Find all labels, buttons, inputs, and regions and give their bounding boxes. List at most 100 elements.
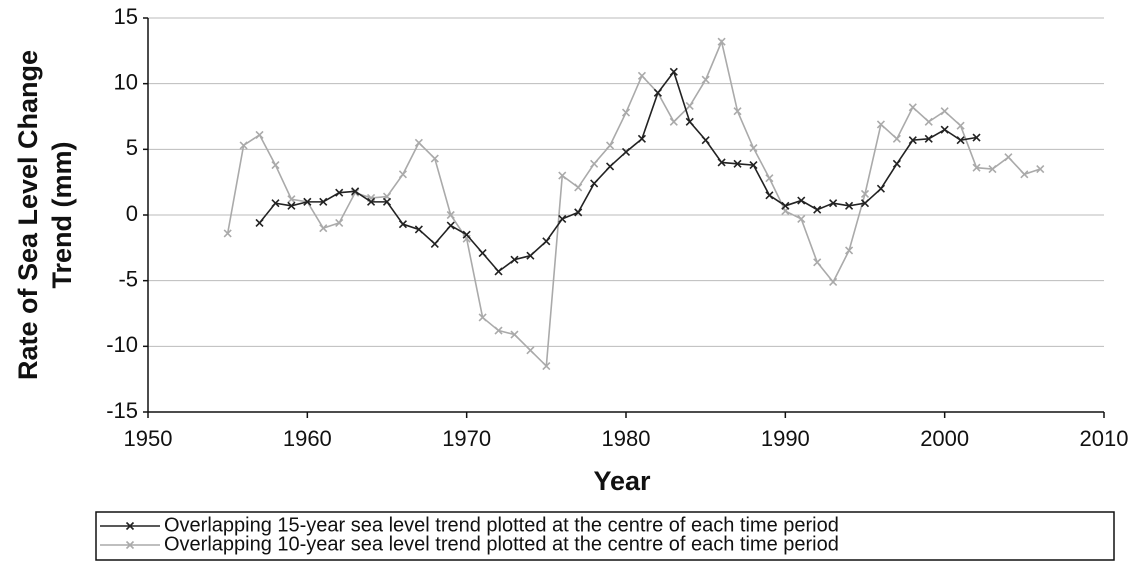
point-marker: [685, 101, 694, 111]
point-marker: [860, 199, 870, 208]
point-marker: [335, 188, 344, 197]
legend-marker: [125, 540, 135, 550]
point-marker: [351, 188, 360, 197]
y-tick-label: 5: [126, 135, 138, 160]
point-marker: [223, 229, 232, 238]
point-marker: [749, 161, 758, 170]
point-marker: [590, 179, 599, 188]
point-marker: [414, 138, 423, 147]
y-tick-label: 10: [114, 69, 138, 94]
point-marker: [335, 218, 344, 227]
point-marker: [510, 255, 519, 264]
point-marker: [574, 208, 583, 217]
point-marker: [319, 224, 328, 233]
point-marker: [797, 214, 806, 224]
point-marker: [255, 130, 264, 139]
point-marker: [685, 117, 694, 126]
x-tick-label: 1970: [442, 426, 491, 451]
point-marker: [908, 136, 917, 145]
point-marker: [1020, 170, 1029, 179]
point-marker: [988, 164, 997, 174]
point-marker: [271, 161, 280, 170]
point-marker: [287, 201, 296, 210]
point-marker: [908, 103, 917, 112]
point-marker: [813, 258, 822, 267]
point-marker: [765, 174, 774, 183]
point-marker: [669, 67, 678, 76]
point-marker: [319, 197, 328, 206]
point-marker: [542, 361, 551, 371]
point-marker: [1004, 153, 1013, 162]
point-marker: [478, 249, 487, 258]
legend-box: [95, 511, 1115, 561]
point-marker: [558, 214, 567, 224]
point-marker: [351, 187, 360, 196]
point-marker: [574, 183, 583, 192]
point-marker: [733, 107, 742, 116]
series-line: [226, 39, 1041, 368]
point-marker: [733, 159, 742, 168]
point-marker: [940, 125, 949, 134]
point-marker: [829, 277, 838, 287]
point-marker: [940, 107, 949, 116]
x-tick-label: 1950: [124, 426, 173, 451]
point-marker: [606, 162, 615, 171]
y-tick-label: -15: [106, 398, 138, 423]
point-marker: [924, 117, 933, 126]
point-marker: [669, 117, 678, 126]
point-marker: [765, 191, 774, 200]
point-marker: [829, 199, 838, 208]
point-marker: [526, 346, 535, 355]
legend-marker: [125, 521, 135, 531]
point-marker: [972, 133, 981, 142]
point-marker: [717, 37, 726, 46]
point-marker: [478, 313, 487, 322]
point-marker: [717, 158, 726, 167]
y-tick-label: 0: [126, 201, 138, 226]
series-line: [258, 70, 977, 273]
point-marker: [972, 163, 981, 172]
point-marker: [494, 326, 503, 335]
y-tick-label: -10: [106, 332, 138, 357]
point-marker: [701, 75, 710, 84]
x-tick-label: 1960: [283, 426, 332, 451]
point-marker: [860, 189, 870, 199]
point-marker: [414, 225, 423, 234]
point-marker: [701, 136, 710, 145]
point-marker: [398, 170, 407, 179]
point-marker: [430, 154, 439, 163]
x-tick-label: 2000: [920, 426, 969, 451]
point-marker: [255, 218, 264, 227]
point-marker: [637, 134, 646, 143]
point-marker: [494, 267, 503, 276]
y-axis-label: Rate of Sea Level Change: [13, 50, 43, 380]
point-marker: [876, 120, 885, 129]
point-marker: [813, 205, 822, 214]
point-marker: [876, 184, 885, 193]
point-marker: [590, 159, 599, 168]
y-tick-label: -5: [118, 266, 138, 291]
point-marker: [462, 230, 471, 239]
point-marker: [526, 251, 535, 260]
y-axis-label: Trend (mm): [47, 141, 77, 288]
point-marker: [446, 221, 455, 230]
point-marker: [398, 220, 407, 229]
point-marker: [845, 201, 854, 210]
point-marker: [653, 88, 662, 97]
point-marker: [781, 201, 790, 210]
point-marker: [430, 239, 439, 248]
point-marker: [892, 159, 901, 168]
x-tick-label: 1980: [602, 426, 651, 451]
x-tick-label: 1990: [761, 426, 810, 451]
point-marker: [367, 197, 376, 206]
point-marker: [892, 134, 901, 143]
point-marker: [303, 197, 312, 206]
point-marker: [924, 134, 933, 143]
point-marker: [287, 195, 296, 204]
x-axis-label: Year: [593, 466, 651, 496]
point-marker: [271, 199, 280, 208]
point-marker: [749, 143, 758, 153]
point-marker: [382, 197, 392, 206]
point-marker: [621, 108, 631, 117]
